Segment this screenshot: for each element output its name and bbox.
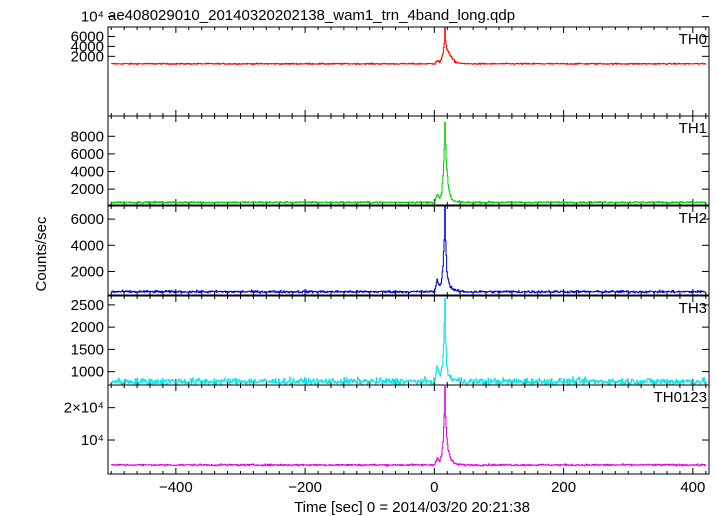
y-tick-label: 2000 (71, 263, 104, 280)
y-tick-label: 2×10⁴ (64, 400, 104, 417)
panel-frame (107, 295, 710, 386)
y-axis-label: Counts/sec (33, 216, 50, 292)
y-tick-label: 2500 (71, 297, 104, 314)
y-tick-label: 6000 (71, 211, 104, 228)
x-tick-label: −200 (288, 479, 322, 496)
series-line-th0 (111, 27, 707, 66)
chart-title: ae408029010_20140320202138_wam1_trn_4ban… (108, 7, 515, 24)
panel-th2: 2000 4000 6000 TH2 (71, 205, 710, 296)
y-tick-label: 8000 (71, 128, 104, 145)
panel-frame (107, 26, 710, 117)
series-line-th1 (111, 122, 707, 204)
y-tick-label: 1500 (71, 341, 104, 358)
y-tick-label: 6000 (71, 146, 104, 163)
panel-th3: 1000 1500 2000 2500 TH3 (71, 295, 710, 386)
y-tick-label: 2000 (71, 319, 104, 336)
x-tick-label: 0 (430, 479, 438, 496)
series-line-th0123 (111, 384, 707, 467)
panel-frame (107, 384, 710, 475)
x-tick-label: 400 (680, 479, 705, 496)
y-tick-label: 6000 (71, 28, 104, 45)
panel-label: TH1 (679, 120, 707, 137)
y-tick-label: 4000 (71, 38, 104, 55)
y-tick-label: 4000 (71, 237, 104, 254)
series-line-th3 (111, 297, 707, 386)
panel-label: TH2 (679, 210, 707, 227)
panel-label: TH0 (679, 31, 707, 48)
x-axis-label: Time [sec] 0 = 2014/03/20 20:21:38 (294, 499, 530, 516)
x-tick-label: 200 (551, 479, 576, 496)
x-tick-label: −400 (159, 479, 193, 496)
y-tick-label: 2000 (71, 48, 104, 65)
y-tick-label: 10⁴ (81, 9, 104, 26)
y-tick-label: 1000 (71, 364, 104, 381)
panel-label: TH3 (679, 300, 707, 317)
x-tick-labels: −400 −200 0 200 400 (159, 479, 705, 496)
panel-label: TH0123 (654, 389, 707, 406)
panel-frame (107, 205, 710, 296)
y-tick-label: 2000 (71, 181, 104, 198)
panel-th0123: 10⁴ 2×10⁴ TH0123 (64, 384, 710, 475)
y-tick-label: 10⁴ (81, 432, 104, 449)
y-tick-label: 4000 (71, 164, 104, 181)
series-line-th2 (111, 205, 706, 294)
panel-frame (107, 115, 710, 206)
